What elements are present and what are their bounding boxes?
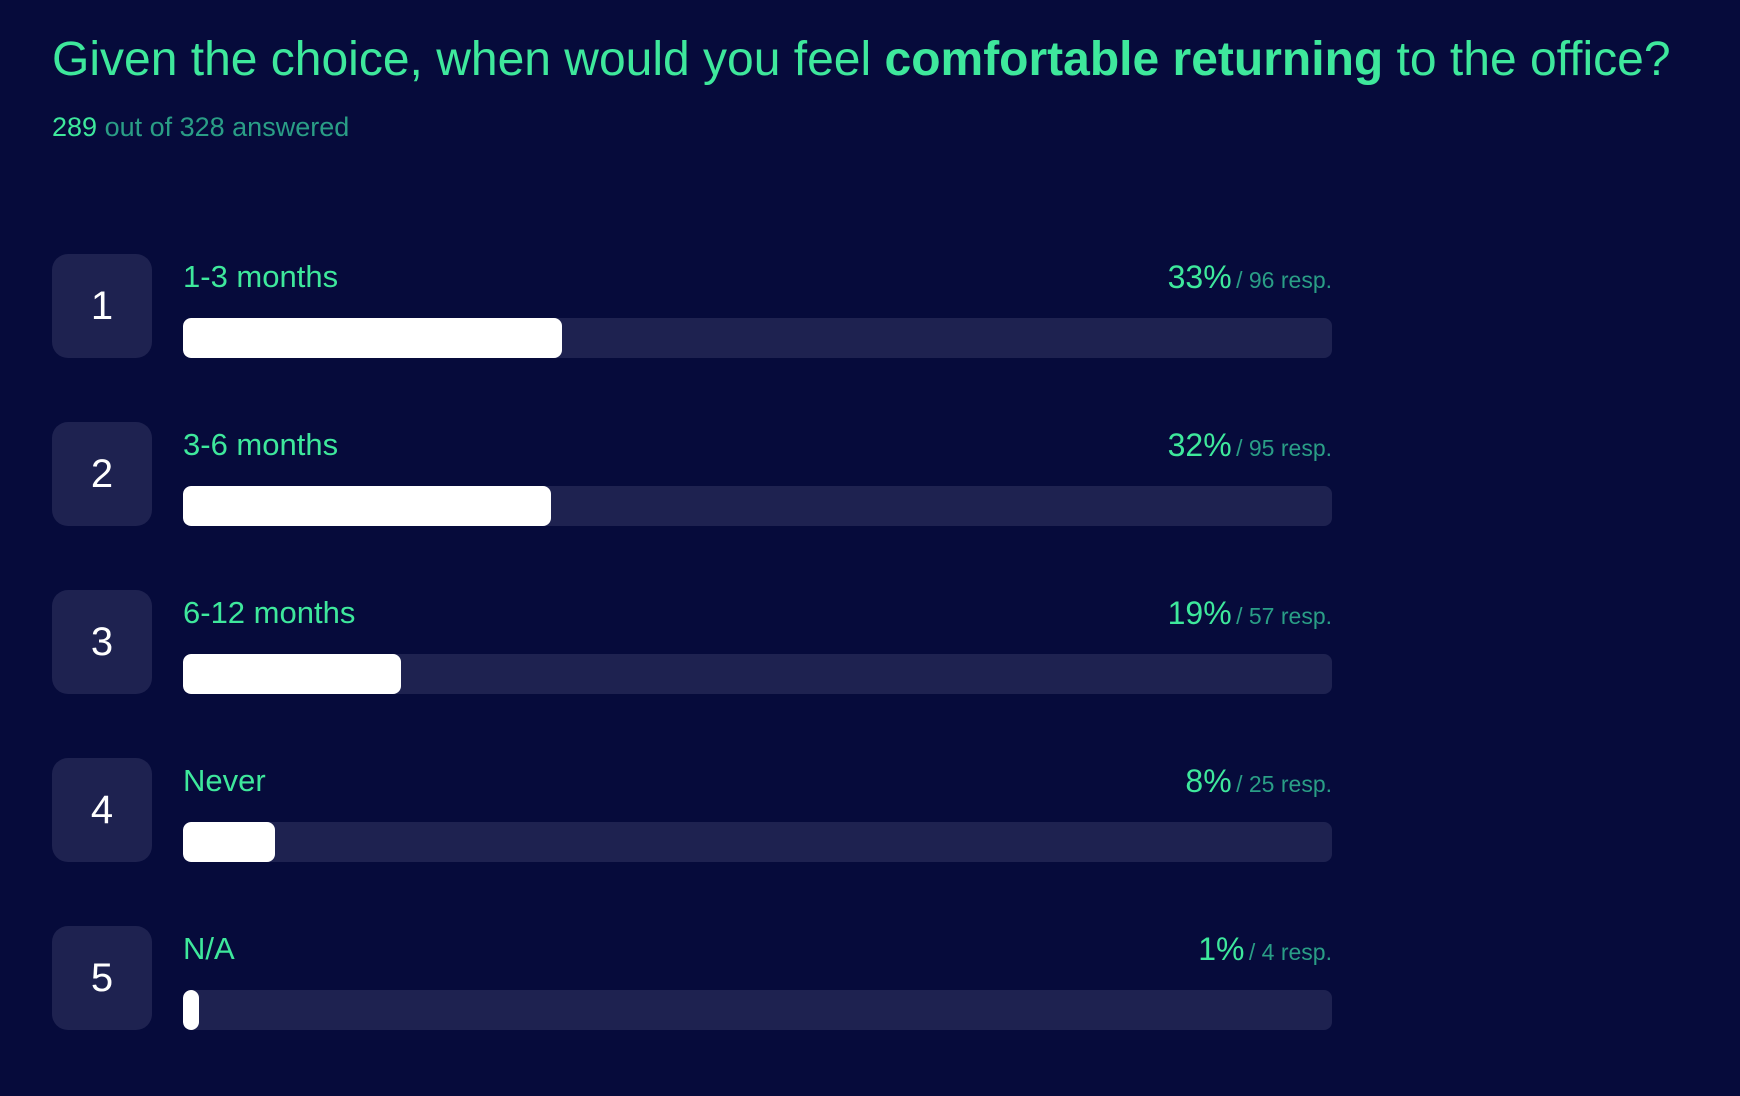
- option-label: 1-3 months: [183, 259, 339, 294]
- bar-fill: [183, 990, 199, 1030]
- bar-track: [183, 822, 1332, 862]
- option-stat: 8% / 25 resp.: [1185, 762, 1332, 807]
- result-row: 1 1-3 months 33% / 96 resp.: [52, 254, 1332, 358]
- option-stat: 33% / 96 resp.: [1168, 258, 1332, 303]
- bar-fill: [183, 318, 562, 358]
- rank-badge: 4: [52, 758, 152, 862]
- bar-track: [183, 318, 1332, 358]
- title-emphasis: comfortable returning: [884, 33, 1384, 86]
- bar-fill: [183, 822, 275, 862]
- option-label: 3-6 months: [183, 427, 339, 462]
- rank-badge: 5: [52, 926, 152, 1030]
- bar-track: [183, 654, 1332, 694]
- percent-label: 33%: [1167, 259, 1232, 295]
- percent-label: 8%: [1185, 763, 1232, 799]
- result-row: 4 Never 8% / 25 resp.: [52, 758, 1332, 862]
- title-prefix: Given the choice, when would you feel: [52, 33, 885, 86]
- option-label: 6-12 months: [183, 595, 356, 630]
- percent-label: 19%: [1167, 595, 1232, 631]
- question-title: Given the choice, when would you feel co…: [52, 30, 1671, 90]
- option-label: N/A: [183, 931, 235, 966]
- bar-track: [183, 486, 1332, 526]
- response-count: / 25 resp.: [1236, 771, 1332, 797]
- answered-count: 289: [52, 112, 98, 142]
- option-stat: 1% / 4 resp.: [1198, 930, 1332, 975]
- result-row: 5 N/A 1% / 4 resp.: [52, 926, 1332, 1030]
- response-count: / 96 resp.: [1236, 267, 1332, 293]
- rank-badge: 1: [52, 254, 152, 358]
- result-row: 2 3-6 months 32% / 95 resp.: [52, 422, 1332, 526]
- bar-track: [183, 990, 1332, 1030]
- percent-label: 32%: [1167, 427, 1232, 463]
- title-suffix: to the office?: [1383, 33, 1671, 86]
- bar-fill: [183, 654, 401, 694]
- rank-badge: 2: [52, 422, 152, 526]
- answered-summary: 289 out of 328 answered: [52, 110, 349, 144]
- option-stat: 32% / 95 resp.: [1168, 426, 1332, 471]
- option-label: Never: [183, 763, 266, 798]
- percent-label: 1%: [1198, 931, 1245, 967]
- response-count: / 57 resp.: [1236, 603, 1332, 629]
- response-count: / 95 resp.: [1236, 435, 1332, 461]
- result-row: 3 6-12 months 19% / 57 resp.: [52, 590, 1332, 694]
- bar-fill: [183, 486, 551, 526]
- rank-badge: 3: [52, 590, 152, 694]
- response-count: / 4 resp.: [1248, 939, 1332, 965]
- answered-total: out of 328 answered: [97, 112, 350, 142]
- option-stat: 19% / 57 resp.: [1168, 594, 1332, 639]
